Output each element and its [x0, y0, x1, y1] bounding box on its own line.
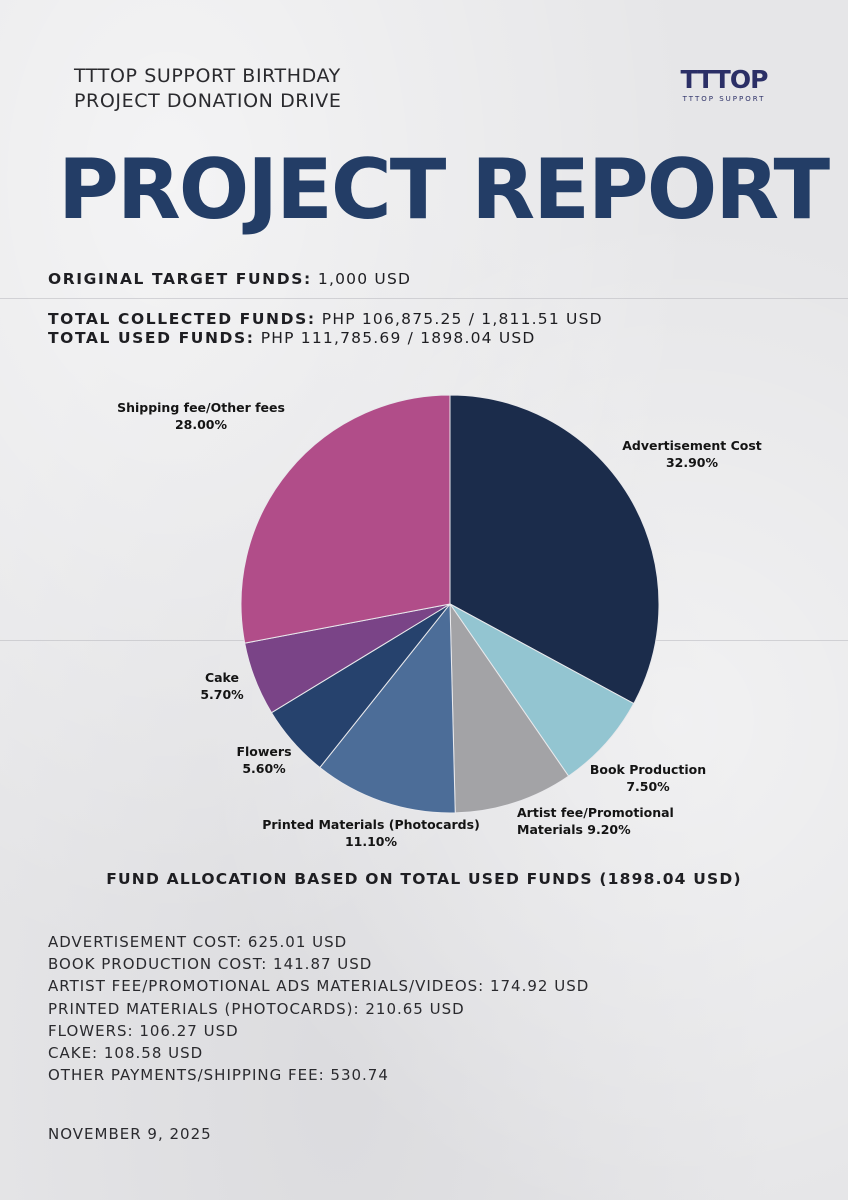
subtitle-line-1: TTTOP SUPPORT BIRTHDAY: [74, 65, 341, 87]
allocation-item-advertisement: ADVERTISEMENT COST: 625.01 USD: [48, 933, 348, 951]
collected-funds-label: TOTAL COLLECTED FUNDS:: [48, 310, 316, 328]
report-date: NOVEMBER 9, 2025: [48, 1125, 212, 1143]
pie-slice-advertisement-cost: [449, 394, 660, 705]
logo-subtext: TTTOP SUPPORT: [682, 95, 766, 103]
used-funds: TOTAL USED FUNDS: PHP 111,785.69 / 1898.…: [48, 329, 536, 347]
allocation-item-flowers: FLOWERS: 106.27 USD: [48, 1021, 239, 1040]
pie-label-shipping-fee-other-fees: Shipping fee/Other fees 28.00%: [117, 400, 285, 432]
subtitle-line-2: PROJECT DONATION DRIVE: [74, 90, 342, 112]
allocation-title: FUND ALLOCATION BASED ON TOTAL USED FUND…: [106, 870, 742, 888]
fund-allocation-pie-chart: Advertisement Cost 32.90% Book Production 7…: [117, 394, 762, 849]
allocation-item-shipping: OTHER PAYMENTS/SHIPPING FEE: 530.74: [48, 1066, 389, 1085]
allocation-item-printed-materials: PRINTED MATERIALS (PHOTOCARDS): 210.65 U…: [48, 999, 465, 1018]
pie-label-artist-fee-promotional-materials: Artist fee/Promotional Materials 9.20%: [517, 805, 674, 837]
tttop-logo: TTTOP TTTOP SUPPORT: [662, 66, 786, 108]
pie-slice-artist-fee-promotional-materials: [449, 602, 570, 814]
target-funds: ORIGINAL TARGET FUNDS: 1,000 USD: [48, 270, 411, 288]
target-funds-label: ORIGINAL TARGET FUNDS:: [48, 270, 312, 288]
allocation-list: ADVERTISEMENT COST: 625.01 USD BOOK PROD…: [48, 931, 589, 1086]
collected-funds-value: PHP 106,875.25 / 1,811.51 USD: [321, 310, 603, 328]
pie-label-book-production: Book Production 7.50%: [590, 762, 706, 794]
used-funds-label: TOTAL USED FUNDS:: [48, 329, 255, 347]
pie-label-advertisement-cost: Advertisement Cost 32.90%: [622, 438, 762, 470]
pie-slice-book-production: [449, 603, 635, 777]
pie-label-printed-materials-photocards: Printed Materials (Photocards) 11.10%: [262, 817, 480, 849]
allocation-item-book-production: BOOK PRODUCTION COST: 141.87 USD: [48, 955, 373, 974]
pie-slice-printed-materials-photocards: [319, 602, 456, 814]
pie-label-cake: Cake 5.70%: [200, 670, 244, 702]
pie-chart-area: Advertisement Cost 32.90% Book Production 7…: [0, 370, 848, 870]
paper-fold-line: [0, 298, 848, 299]
page-title: PROJECT REPORT: [58, 141, 830, 238]
allocation-item-cake: CAKE: 108.58 USD: [48, 1044, 204, 1063]
collected-funds: TOTAL COLLECTED FUNDS: PHP 106,875.25 / …: [48, 310, 603, 328]
pie-label-flowers: Flowers 5.60%: [236, 744, 291, 776]
target-funds-value: 1,000 USD: [317, 270, 412, 288]
used-funds-value: PHP 111,785.69 / 1898.04 USD: [260, 329, 536, 347]
project-subtitle: TTTOP SUPPORT BIRTHDAY PROJECT DONATION …: [74, 64, 342, 114]
logo-wordmark: TTTOP: [680, 65, 769, 94]
pie-slice-shipping-fee-other-fees: [240, 394, 451, 644]
allocation-item-artist-fee: ARTIST FEE/PROMOTIONAL ADS MATERIALS/VID…: [48, 977, 590, 996]
